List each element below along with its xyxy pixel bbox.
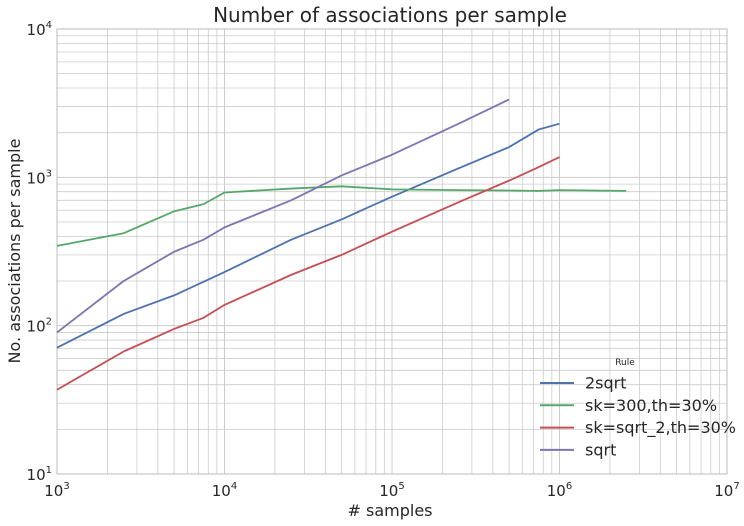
series-line-sk-sqrt-2-th-30- bbox=[56, 156, 560, 391]
x-tick-label: 104 bbox=[212, 481, 237, 500]
legend-label: sk=sqrt_2,th=30% bbox=[585, 418, 736, 438]
x-tick-label: 105 bbox=[379, 481, 404, 500]
plot-border bbox=[56, 28, 728, 475]
y-axis-label: No. associations per sample bbox=[5, 139, 24, 364]
legend-label: sk=300,th=30% bbox=[585, 396, 717, 415]
x-axis-label: # samples bbox=[348, 501, 433, 520]
y-tick-labels: 101 102 103 104 bbox=[27, 20, 52, 484]
series-layer bbox=[56, 98, 627, 391]
legend: Rule 2sqrt sk=300,th=30% sk=sqrt_2,th=30%s… bbox=[540, 358, 736, 459]
x-tick-label: 107 bbox=[714, 481, 739, 500]
legend-label: 2sqrt bbox=[585, 374, 627, 393]
x-tick-label: 106 bbox=[547, 481, 572, 500]
series-line-sqrt bbox=[56, 98, 510, 334]
y-tick-label: 101 bbox=[27, 465, 52, 484]
x-tick-label: 103 bbox=[44, 481, 69, 500]
plot-frame bbox=[56, 28, 728, 475]
chart-title: Number of associations per sample bbox=[213, 3, 567, 27]
x-tick-labels: 103 104 105 106 107 bbox=[44, 481, 739, 500]
series-line-2sqrt bbox=[56, 122, 560, 349]
legend-title: Rule bbox=[615, 358, 635, 368]
grid bbox=[57, 29, 727, 474]
series-line-sk-300-th-30- bbox=[56, 185, 627, 247]
legend-items: 2sqrt sk=300,th=30% sk=sqrt_2,th=30%sqrt bbox=[540, 374, 736, 459]
legend-label: sqrt bbox=[585, 440, 616, 459]
y-tick-label: 102 bbox=[27, 317, 52, 336]
y-tick-label: 104 bbox=[27, 20, 52, 39]
y-tick-label: 103 bbox=[27, 168, 52, 187]
